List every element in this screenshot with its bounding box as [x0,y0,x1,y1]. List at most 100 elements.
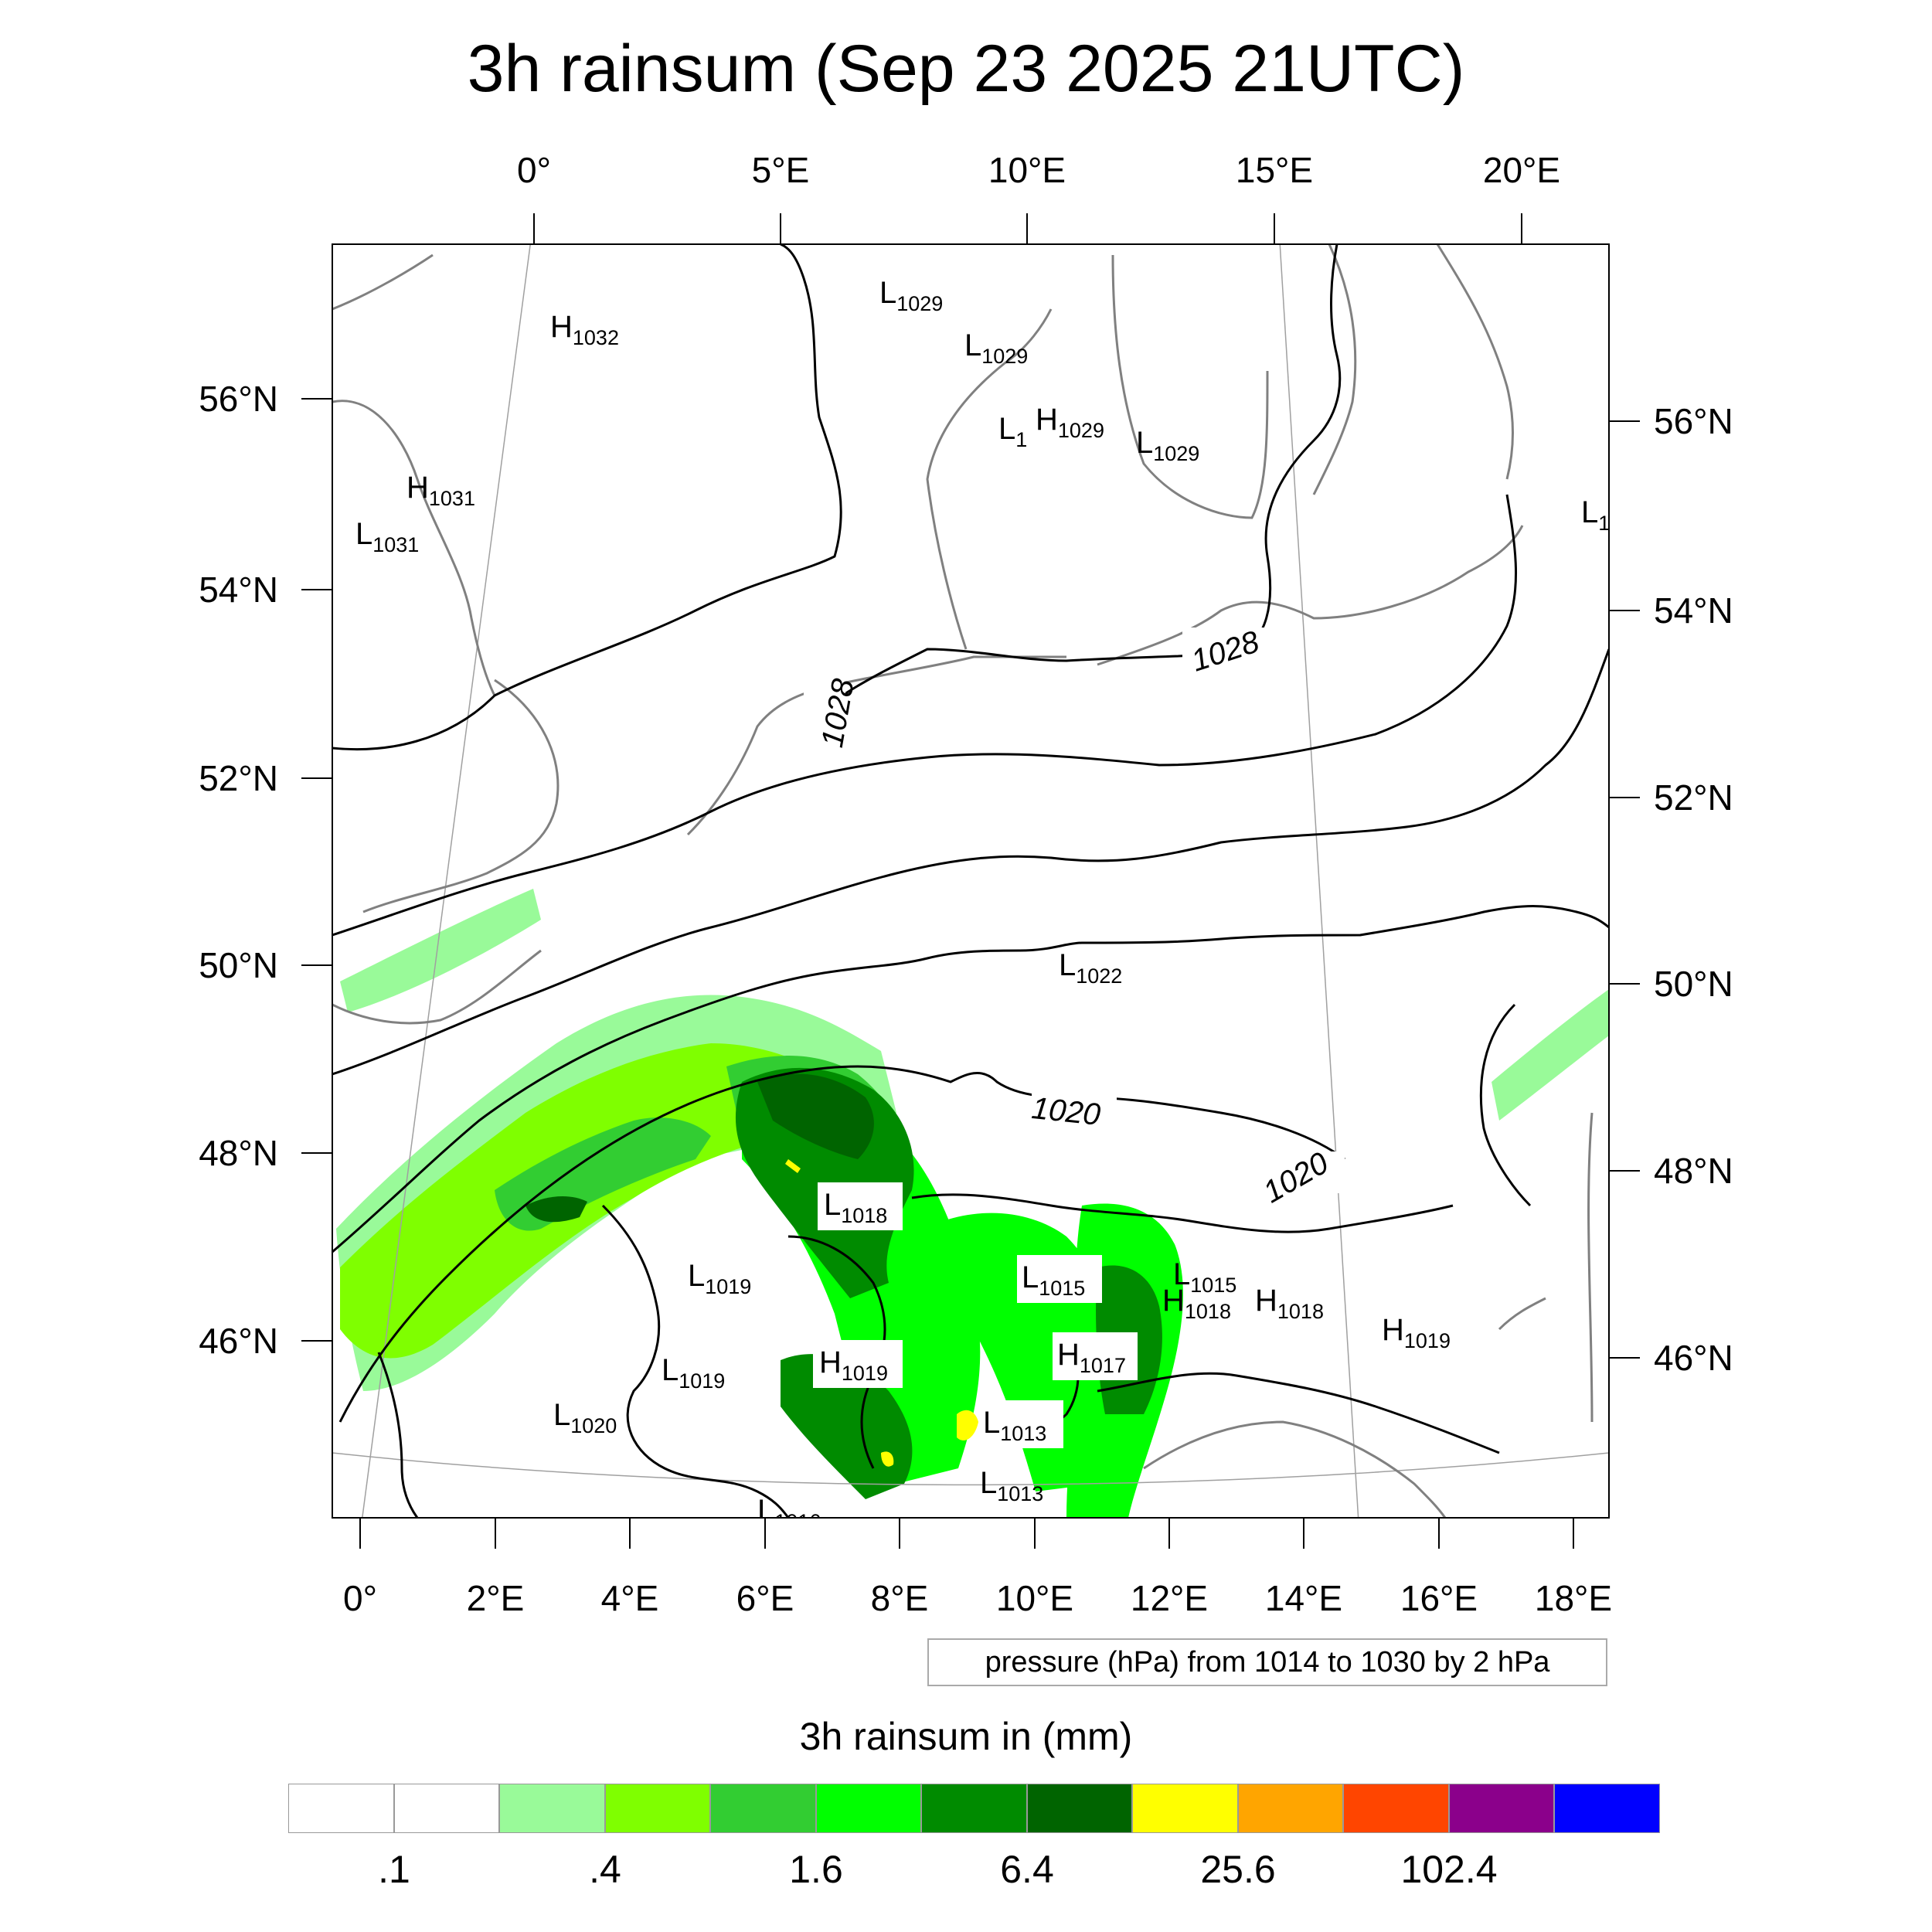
top-longitude-labels: 0° 5°E 10°E 15°E 20°E [517,150,1560,190]
pressure-center-label: H1018 [1162,1284,1231,1323]
isobar-legend: pressure (hPa) from 1014 to 1030 by 2 hP… [927,1638,1607,1686]
left-latitude-labels: 56°N 54°N 52°N 50°N 48°N 46°N [199,379,278,1361]
colorbar-cell [1132,1784,1238,1833]
isobar-line [338,1065,1345,1423]
colorbar-label: 102.4 [1400,1848,1498,1891]
pressure-center-label: H1019 [1382,1313,1451,1352]
colorbar-label: .1 [378,1848,410,1891]
pressure-center-label: L1016 [757,1494,821,1533]
lat-label: 56°N [1654,401,1733,441]
rain-area-yellow [785,1159,801,1173]
lat-label: 48°N [1654,1151,1733,1191]
isobar-line [332,905,1609,1253]
lat-label: 48°N [199,1133,278,1173]
map-title: 3h rainsum (Sep 23 2025 21UTC) [467,32,1465,106]
colorbar-cell [921,1784,1027,1833]
pressure-center-label: H1029 [1036,403,1104,442]
lon-label: 2°E [467,1578,525,1618]
lat-label: 46°N [1654,1338,1733,1378]
pressure-center-label: L1019 [662,1353,725,1393]
pressure-center-label: L1018 [824,1188,887,1227]
pressure-center-label: L1019 [688,1259,751,1298]
rain-area-darker [757,1073,874,1159]
pressure-center-label: L1022 [1059,948,1122,988]
pressure-center-label: H1031 [406,471,475,510]
lon-label: 20°E [1483,150,1560,190]
pressure-centers: H1032 L1029 L1029 L1 H1029 L1029 H1031 L… [355,276,1610,1533]
graticule [332,244,1609,1518]
lat-label: 46°N [199,1321,278,1361]
isobar-line [911,1193,1454,1233]
pressure-center-label: L1015 [1173,1257,1236,1297]
lon-label: 18°E [1535,1578,1612,1618]
lon-label: 15°E [1236,150,1313,190]
lat-label: 54°N [199,570,278,610]
lon-label: 10°E [988,150,1066,190]
pressure-center-label: H1017 [1057,1338,1126,1377]
pressure-center-label: L1031 [355,517,419,556]
lon-label: 6°E [736,1578,794,1618]
isobar-line [332,648,1609,1076]
isobar-line [1097,1372,1500,1454]
rain-area-light [1492,989,1609,1121]
colorbar-label: .4 [589,1848,621,1891]
rain-area-dark [781,1354,913,1499]
isobars [332,244,1609,1518]
lon-label: 0° [343,1578,377,1618]
lon-label: 0° [517,150,551,190]
colorbar-label: 25.6 [1200,1848,1276,1891]
colorbar-cell [1026,1784,1132,1833]
isobar-line [601,1204,790,1518]
colorbar-cell [393,1784,499,1833]
isobar-line [332,494,1518,937]
isobar-line [787,1235,886,1469]
lon-label: 10°E [996,1578,1073,1618]
rain-area-yellow [957,1410,978,1440]
pressure-center-label: L1015 [1022,1260,1085,1300]
colorbar-title: 3h rainsum in (mm) [799,1715,1133,1758]
pressure-center-label: L1013 [980,1466,1043,1505]
colorbar-cell [815,1784,921,1833]
colorbar [288,1784,1660,1833]
colorbar-cell [710,1784,816,1833]
coastlines [332,244,1594,1518]
pressure-center-label: L1029 [879,276,943,315]
lon-label: 8°E [871,1578,929,1618]
pressure-center-label: L1 [1581,495,1610,535]
pressure-center-label: H1018 [1255,1284,1324,1323]
pressure-center-label: L1029 [964,328,1028,368]
lon-label: 12°E [1131,1578,1208,1618]
lat-label: 54°N [1654,590,1733,631]
colorbar-label: 6.4 [1000,1848,1054,1891]
bottom-longitude-labels: 0° 2°E 4°E 6°E 8°E 10°E 12°E 14°E 16°E 1… [343,1578,1612,1618]
isobar-line [332,244,842,751]
rain-area-yellow [881,1451,894,1467]
lon-label: 5°E [752,150,810,190]
pressure-center-label: L1013 [983,1406,1046,1445]
pressure-center-label: L1020 [553,1398,617,1437]
lon-label: 16°E [1400,1578,1478,1618]
colorbar-cell [604,1784,710,1833]
pressure-center-label: L1 [998,412,1027,451]
lon-label: 14°E [1265,1578,1342,1618]
tick-marks [301,213,1640,1549]
pressure-center-label: H1019 [819,1345,888,1385]
colorbar-cell [1343,1784,1449,1833]
rain-area-light [340,889,541,1012]
isobar-line [377,1352,419,1518]
lat-label: 50°N [199,945,278,985]
lon-label: 4°E [601,1578,659,1618]
pressure-center-label: H1032 [550,310,619,349]
lat-label: 52°N [1654,777,1733,818]
isobar-line [842,244,1342,697]
lat-label: 56°N [199,379,278,419]
colorbar-cell [1554,1784,1660,1833]
colorbar-cell [288,1784,394,1833]
isobar-line [1479,1003,1532,1207]
rain-area-darker [526,1196,587,1223]
colorbar-label: 1.6 [789,1848,843,1891]
colorbar-cell [1237,1784,1343,1833]
map-frame [332,243,1610,1519]
colorbar-cell [499,1784,605,1833]
